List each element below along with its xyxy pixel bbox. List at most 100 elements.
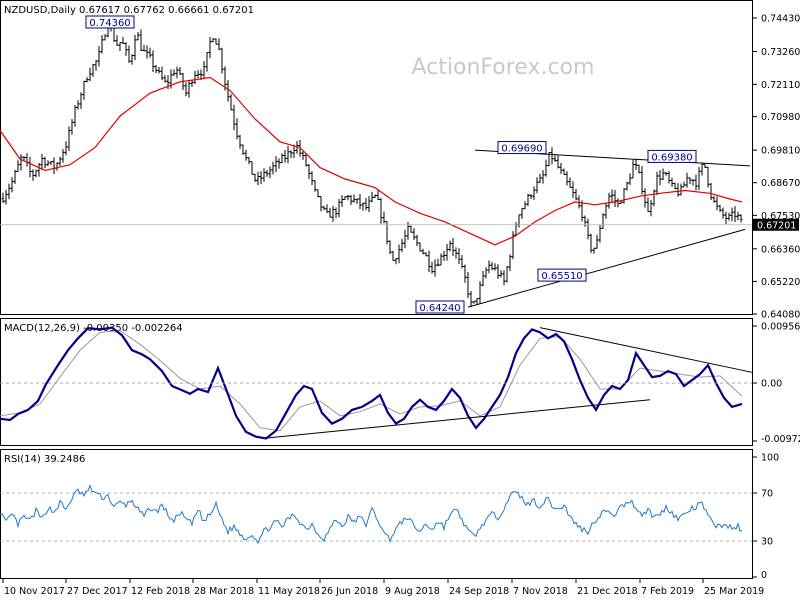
price-bar [1,192,5,203]
price-bar [37,162,41,177]
macd-layer [0,326,753,440]
price-bar [616,198,620,208]
rsi-layer [0,484,752,545]
x-axis-label: 12 Feb 2018 [131,586,190,597]
price-bar [397,244,401,264]
price-bar [232,104,236,131]
price-bar [529,194,533,199]
price-bar [484,267,488,279]
price-bar [172,69,176,76]
price-bar [208,37,212,59]
watermark: ActionForex.com [412,55,595,80]
price-bar [718,204,722,212]
x-axis-label: 25 Mar 2019 [704,586,764,597]
annotation-label: 0.65510 [541,271,582,282]
price-bar [193,70,197,85]
price-bar [115,35,119,46]
price-bar [481,270,485,287]
price-bar [508,254,512,272]
price-bar [148,47,152,58]
price-bar [667,170,671,184]
price-bar [421,248,425,255]
price-bar [427,250,431,273]
price-annotation: 0.64240 [415,300,465,314]
price-bar [448,240,452,252]
price-bar [46,160,50,166]
price-bar [466,271,470,299]
x-axis-label: 7 Nov 2018 [513,586,568,597]
price-bar [400,238,404,253]
price-bar [454,247,458,259]
price-bar [283,149,287,163]
price-bar [586,218,590,240]
price-bar [58,156,62,166]
price-bar [643,188,647,208]
x-axis-label: 28 Mar 2018 [194,586,254,597]
price-bar [325,204,329,213]
price-layer: 0.74360 0.69690 0.69380 0.65510 0.64240 [0,15,752,314]
rsi-axis-label: 100 [761,453,779,464]
price-bar [610,189,614,203]
price-bar [70,119,74,135]
price-pane [0,0,753,315]
annotation-box [415,300,465,314]
price-bar [517,214,521,228]
price-bar [319,196,323,212]
price-bar [490,262,494,271]
price-bar [241,144,245,155]
price-axis-label: 0.67530 [761,211,800,222]
price-bar [178,67,182,76]
price-bar [730,207,734,222]
price-bar [475,297,479,305]
price-bar [472,300,476,304]
price-bar [82,80,86,100]
price-bar [331,205,335,222]
price-bar [574,189,578,201]
price-bar [553,155,557,162]
price-bar [133,35,137,60]
price-bar [460,254,464,269]
price-bar [52,157,56,175]
x-axis-label: 9 Aug 2018 [385,586,440,597]
price-bar [88,67,92,82]
price-bar [301,151,305,160]
price-bar [322,205,326,211]
price-bar [100,35,104,54]
price-bar [313,180,317,192]
price-bar [640,166,644,195]
price-bar [673,182,677,190]
price-bar [235,118,239,140]
price-header: NZDUSD,Daily 0.67617 0.67762 0.66661 0.6… [4,5,254,16]
price-bar [163,75,167,83]
price-bar [430,261,434,274]
rsi-axis-label: 30 [761,537,773,548]
price-bar [10,177,14,193]
price-bar [328,207,332,218]
price-bar [187,81,191,98]
price-bar [412,228,416,240]
price-bar [658,170,662,186]
price-bar [700,162,704,176]
price-bar [388,240,392,255]
rsi-pane [0,449,753,579]
price-bar [688,177,692,185]
price-bar [418,242,422,252]
price-bar [451,237,455,256]
price-axis-label: 0.65220 [761,277,800,288]
price-bar [229,94,233,111]
price-bar [139,29,143,52]
price-bar [613,189,617,207]
price-bar [526,193,530,207]
price-bar [226,80,230,102]
x-axis-label: 10 Nov 2017 [4,586,65,597]
price-bar [13,169,17,184]
price-bar [439,253,443,266]
price-bar [307,163,311,180]
price-bar [238,134,242,149]
price-bar [565,171,569,186]
price-trendline-support [467,228,746,308]
price-bar [292,144,296,158]
price-axis-label: 0.68670 [761,178,800,189]
x-axis-label: 24 Sep 2018 [449,586,509,597]
